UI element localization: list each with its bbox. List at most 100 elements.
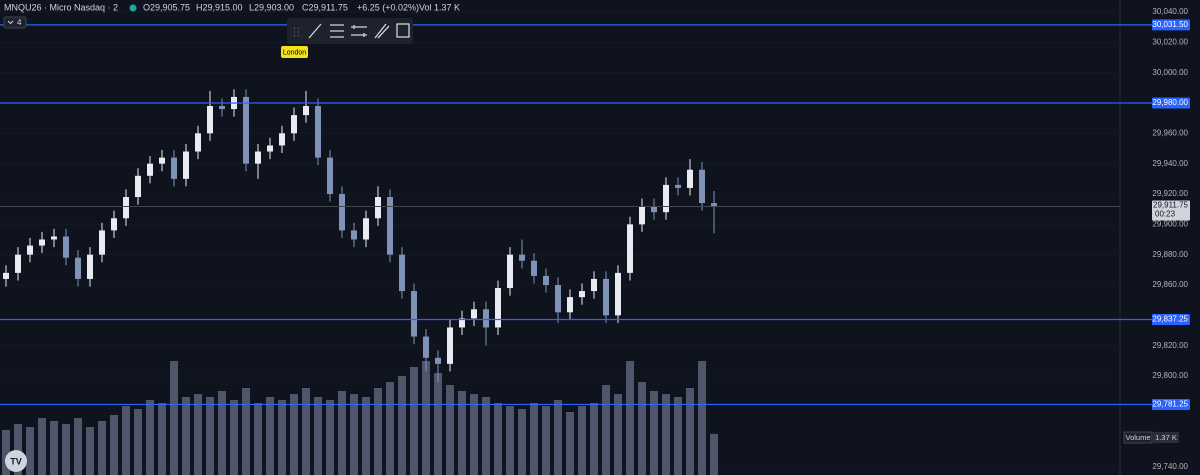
- volume-legend-label: Volume: [1125, 433, 1150, 442]
- volume-bar: [350, 394, 358, 475]
- fib-tool[interactable]: [330, 24, 344, 38]
- volume-bar: [2, 430, 10, 475]
- volume-bar: [422, 361, 430, 475]
- trend-line-tool[interactable]: [308, 23, 322, 39]
- ohlc-high: H29,915.00: [196, 2, 243, 12]
- volume-bar: [122, 406, 130, 475]
- candle-body: [99, 230, 105, 255]
- session-tag: [281, 46, 308, 58]
- candle-body: [363, 218, 369, 240]
- candle-body: [171, 157, 177, 179]
- y-tick-label: 29,800.00: [1152, 371, 1188, 380]
- candle-body: [591, 278, 597, 292]
- volume-bar: [86, 427, 94, 475]
- volume-bar: [254, 403, 262, 475]
- volume-bar: [434, 373, 442, 475]
- collapse-count: 4: [17, 18, 22, 27]
- drawing-toolbar: [287, 18, 413, 44]
- volume-pane: [2, 361, 718, 475]
- y-tick-label: 29,740.00: [1152, 462, 1188, 471]
- volume-bar: [158, 403, 166, 475]
- candle-body: [411, 291, 417, 337]
- y-tick-label: 29,940.00: [1152, 159, 1188, 168]
- chevron: [7, 20, 14, 25]
- collapse-button[interactable]: [3, 16, 27, 29]
- volume-bar: [386, 382, 394, 475]
- price-lines: 30,031.50 29,980.00 29,837.25 29,781.25 29,9…: [0, 19, 1190, 410]
- volume-legend-value-box: [1153, 432, 1179, 443]
- candle-body: [519, 254, 525, 261]
- volume-bar: [650, 391, 658, 475]
- volume-bar: [98, 421, 106, 475]
- volume-bar: [362, 397, 370, 475]
- candle-body: [447, 327, 453, 364]
- candle-body: [387, 197, 393, 255]
- volume-bar: [458, 391, 466, 475]
- ohlc-close: C29,911.75: [302, 2, 348, 12]
- candle-body: [579, 291, 585, 298]
- volume-bar: [602, 385, 610, 475]
- volume-bar: [698, 361, 706, 475]
- candle-body: [675, 184, 681, 188]
- candle-body: [279, 133, 285, 146]
- ohlc-volume: Vol 1.37 K: [419, 2, 460, 12]
- candle-body: [555, 285, 561, 313]
- channel-tool[interactable]: [351, 25, 367, 37]
- volume-bar: [194, 394, 202, 475]
- ohlc-change: +6.25 (+0.02%): [357, 2, 419, 12]
- y-tick-label: 29,860.00: [1152, 280, 1188, 289]
- volume-bar: [206, 397, 214, 475]
- candle-body: [351, 230, 357, 240]
- volume-bar: [374, 388, 382, 475]
- price-line-label-box: [1152, 314, 1190, 326]
- candle-body: [315, 106, 321, 158]
- candle-body: [375, 197, 381, 219]
- volume-bar: [662, 394, 670, 475]
- volume-bar: [218, 391, 226, 475]
- volume-legend-value: 1.37 K: [1155, 433, 1177, 442]
- volume-bar: [494, 403, 502, 475]
- candle-body: [459, 318, 465, 328]
- candle-body: [423, 336, 429, 358]
- volume-bar: [230, 400, 238, 475]
- volume-bar: [38, 418, 46, 475]
- volume-bar: [566, 412, 574, 475]
- volume-bar: [542, 406, 550, 475]
- session-label: London: [283, 49, 306, 56]
- price-line-label-box: [1152, 97, 1190, 109]
- volume-bar: [590, 403, 598, 475]
- logo[interactable]: [5, 450, 27, 472]
- candle-body: [63, 236, 69, 258]
- volume-bar: [446, 385, 454, 475]
- candle-body: [219, 106, 225, 110]
- volume-bar: [266, 397, 274, 475]
- candle-body: [711, 203, 717, 207]
- volume-bar: [62, 424, 70, 475]
- price-axis: 30,040.00 30,020.00 30,000.00 29,960.00 29,9…: [1152, 7, 1188, 471]
- volume-bar: [554, 400, 562, 475]
- candle-body: [111, 218, 117, 231]
- volume-bar: [26, 427, 34, 475]
- brush-tool[interactable]: [374, 23, 390, 39]
- candle-body: [75, 257, 81, 279]
- candle-body: [207, 106, 213, 134]
- volume-bar: [302, 388, 310, 475]
- candle-body: [567, 297, 573, 313]
- volume-bar: [518, 409, 526, 475]
- last-price-box: [1152, 200, 1190, 221]
- volume-bar: [614, 394, 622, 475]
- drag-handle[interactable]: [294, 27, 299, 37]
- candle-body: [27, 245, 33, 255]
- candle-body: [399, 254, 405, 292]
- symbol[interactable]: MNQU26 · Micro Nasdaq · 2: [4, 2, 118, 12]
- candle-body: [651, 206, 657, 213]
- candle-body: [147, 163, 153, 176]
- rect-tool[interactable]: [396, 23, 410, 38]
- candle-body: [495, 288, 501, 328]
- candle-body: [255, 151, 261, 164]
- candle-body: [531, 260, 537, 276]
- candle-body: [687, 169, 693, 188]
- candle-body: [507, 254, 513, 289]
- volume-bar: [182, 397, 190, 475]
- status-dot: [129, 4, 137, 12]
